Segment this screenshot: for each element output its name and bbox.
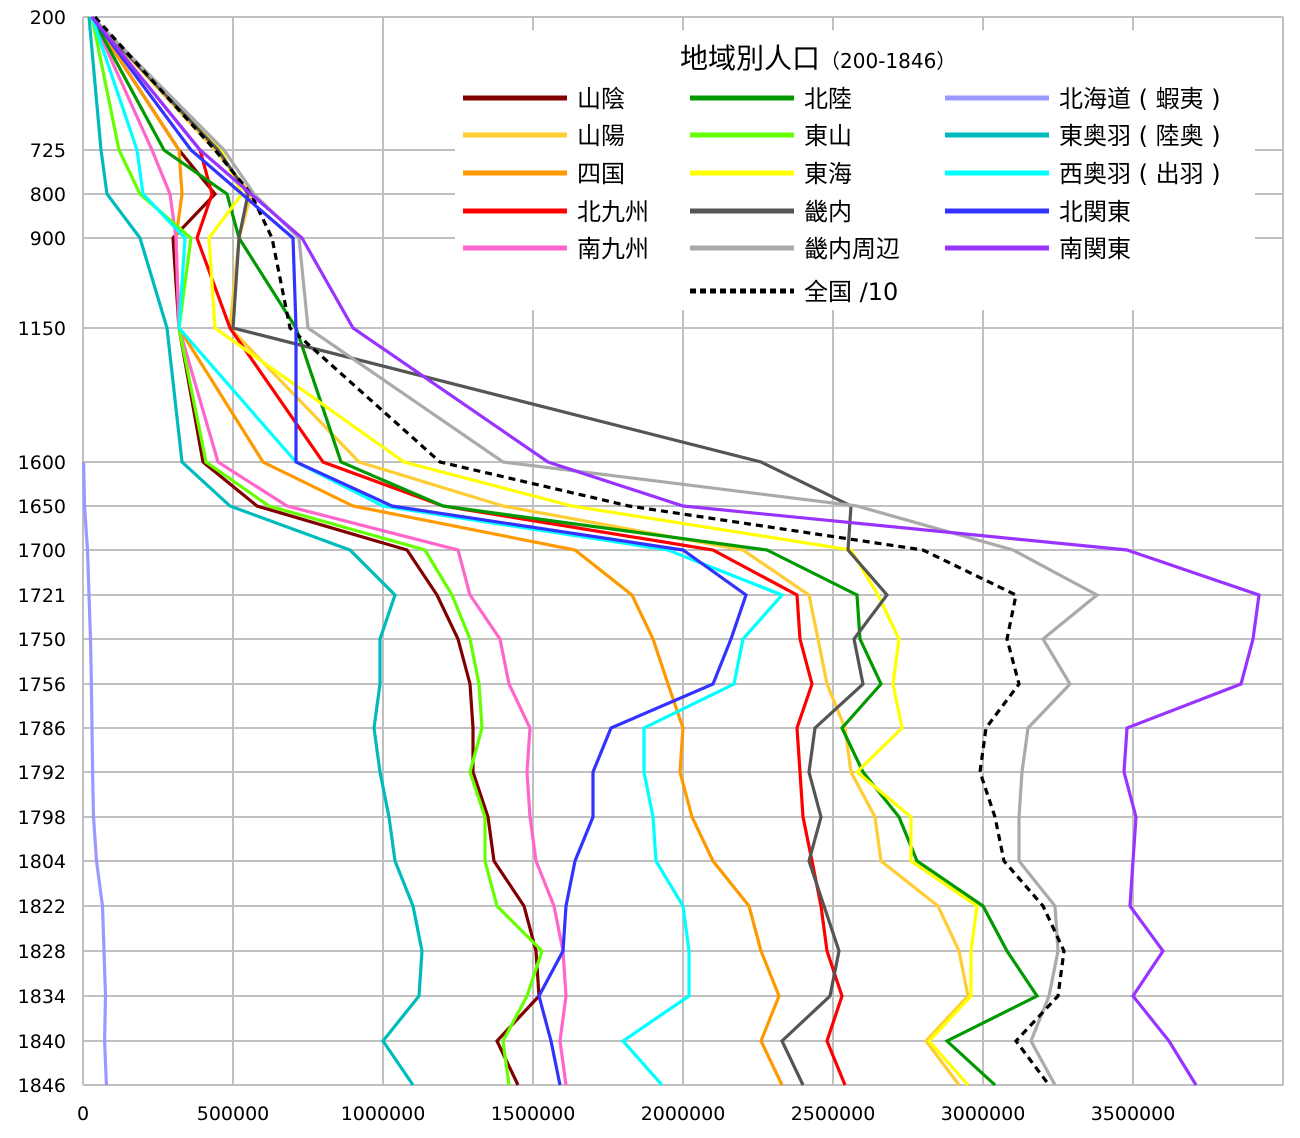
series-line-7 <box>90 15 979 1087</box>
legend-label-15: 南関東 <box>1059 235 1131 263</box>
legend-label-3: 北九州 <box>577 198 649 226</box>
x-tick-1500000: 1500000 <box>491 1103 576 1125</box>
y-tick-1834: 1834 <box>18 986 66 1008</box>
x-tick-0: 0 <box>77 1103 89 1125</box>
series-line-5 <box>90 16 1040 1087</box>
y-tick-1700: 1700 <box>18 540 66 562</box>
y-tick-1792: 1792 <box>18 762 66 784</box>
x-tick-3500000: 3500000 <box>1091 1103 1176 1125</box>
legend-label-4: 南九州 <box>577 235 649 263</box>
legend-label-2: 四国 <box>577 160 625 188</box>
x-axis-tick-labels: 0 500000 1000000 1500000 2000000 2500000 30000… <box>77 1103 1175 1125</box>
series-line-13 <box>90 16 785 1087</box>
legend-label-1: 山陽 <box>577 122 625 150</box>
series-line-8 <box>90 15 890 1086</box>
y-tick-1822: 1822 <box>18 896 66 918</box>
y-tick-1600: 1600 <box>18 452 66 474</box>
series-line-6 <box>90 16 544 1086</box>
y-tick-200: 200 <box>30 7 66 29</box>
legend-label-9: 畿内周辺 <box>804 235 900 263</box>
y-tick-1846: 1846 <box>18 1075 66 1097</box>
grid-lines <box>82 16 1284 1086</box>
y-tick-1840: 1840 <box>18 1031 66 1053</box>
y-tick-1828: 1828 <box>18 941 66 963</box>
legend-label-0: 山陰 <box>577 85 625 113</box>
series-line-4 <box>90 16 568 1086</box>
legend-background <box>455 30 1255 310</box>
y-tick-1786: 1786 <box>18 718 66 740</box>
y-tick-1650: 1650 <box>18 496 66 518</box>
legend-label-7: 東海 <box>804 160 852 188</box>
x-tick-3000000: 3000000 <box>941 1103 1026 1125</box>
x-tick-2000000: 2000000 <box>641 1103 726 1125</box>
y-tick-725: 725 <box>30 140 66 162</box>
series-line-9 <box>90 15 1100 1086</box>
y-tick-900: 900 <box>30 228 66 250</box>
series-line-14 <box>90 16 748 1086</box>
x-tick-1000000: 1000000 <box>341 1103 426 1125</box>
y-tick-800: 800 <box>30 184 66 206</box>
series-line-12 <box>87 16 424 1086</box>
chart-title-sub: （200-1846） <box>820 49 956 73</box>
legend-label-8: 畿内 <box>804 198 852 226</box>
series-lines <box>82 15 1261 1087</box>
series-line-15 <box>90 15 1261 1086</box>
y-tick-1804: 1804 <box>18 851 66 873</box>
series-line-3 <box>90 15 847 1086</box>
legend-label-13: 西奥羽 ( 出羽 ) <box>1059 160 1221 188</box>
series-line-10 <box>93 15 1066 1086</box>
legend-label-10: 全国 /10 <box>804 278 898 306</box>
y-tick-1150: 1150 <box>18 318 66 340</box>
y-tick-1721: 1721 <box>18 585 66 607</box>
chart-title: 地域別人口（200-1846） <box>680 42 956 75</box>
legend-label-11: 北海道 ( 蝦夷 ) <box>1059 85 1221 113</box>
legend-label-5: 北陸 <box>804 85 852 113</box>
legend-label-6: 東山 <box>804 122 852 150</box>
y-tick-1750: 1750 <box>18 629 66 651</box>
legend-label-14: 北関東 <box>1059 198 1131 226</box>
chart-title-main: 地域別人口 <box>680 42 820 75</box>
y-tick-1756: 1756 <box>18 674 66 696</box>
x-tick-2500000: 2500000 <box>791 1103 876 1125</box>
legend-label-12: 東奥羽 ( 陸奥 ) <box>1059 122 1221 150</box>
series-line-11 <box>82 461 108 1086</box>
x-tick-500000: 500000 <box>197 1103 270 1125</box>
y-tick-1798: 1798 <box>18 807 66 829</box>
y-axis-tick-labels: 200 725 800 900 1150 1600 1650 1700 1721 1750 1756… <box>18 7 66 1097</box>
